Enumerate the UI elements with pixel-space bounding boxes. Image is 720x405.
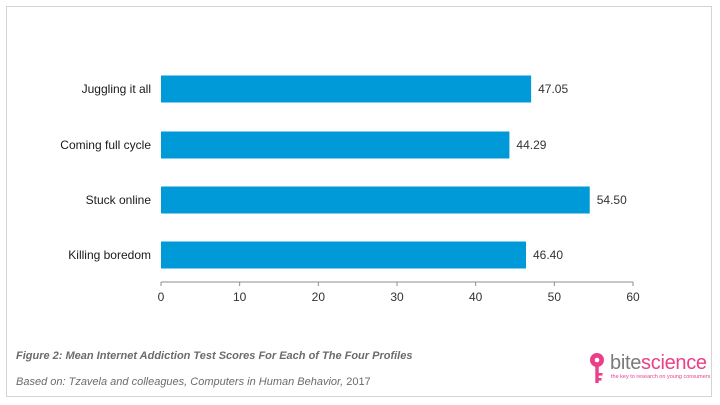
category-label: Juggling it all bbox=[82, 82, 151, 96]
x-tick-label: 60 bbox=[626, 290, 640, 304]
logo-tagline: the key to research on young consumers bbox=[611, 374, 711, 380]
figure-caption: Figure 2: Mean Internet Addiction Test S… bbox=[16, 350, 413, 362]
bar-juggling-it-all bbox=[161, 75, 532, 103]
data-label: 44.29 bbox=[516, 138, 546, 152]
x-tick-label: 20 bbox=[312, 290, 326, 304]
data-label: 46.40 bbox=[533, 248, 563, 262]
logo-wordmark: bitescience bbox=[610, 352, 707, 374]
x-tick-label: 50 bbox=[548, 290, 562, 304]
category-label: Coming full cycle bbox=[60, 138, 151, 152]
x-tick-label: 40 bbox=[469, 290, 483, 304]
source-year: 2017 bbox=[346, 376, 371, 388]
logo-text-science: science bbox=[641, 352, 707, 374]
x-tick-label: 30 bbox=[390, 290, 404, 304]
source-citation: Based on: Tzavela and colleagues, Comput… bbox=[16, 376, 344, 388]
bar-stuck-online bbox=[161, 186, 590, 214]
bitescience-logo: bitescience the key to research on young… bbox=[588, 352, 711, 388]
data-label: 47.05 bbox=[538, 82, 568, 96]
bar-coming-full-cycle bbox=[161, 131, 510, 159]
key-icon bbox=[590, 353, 604, 383]
source-note: Based on: Tzavela and colleagues, Comput… bbox=[16, 376, 371, 388]
x-tick-label: 0 bbox=[158, 290, 165, 304]
category-label: Killing boredom bbox=[68, 248, 151, 262]
logo-text-bite: bite bbox=[610, 352, 642, 374]
category-label: Stuck online bbox=[86, 193, 152, 207]
bar-chart: Juggling it all 47.05 Coming full cycle 44.… bbox=[60, 75, 640, 304]
x-tick-label: 10 bbox=[233, 290, 247, 304]
bar-killing-boredom bbox=[161, 241, 527, 269]
data-label: 54.50 bbox=[597, 193, 627, 207]
